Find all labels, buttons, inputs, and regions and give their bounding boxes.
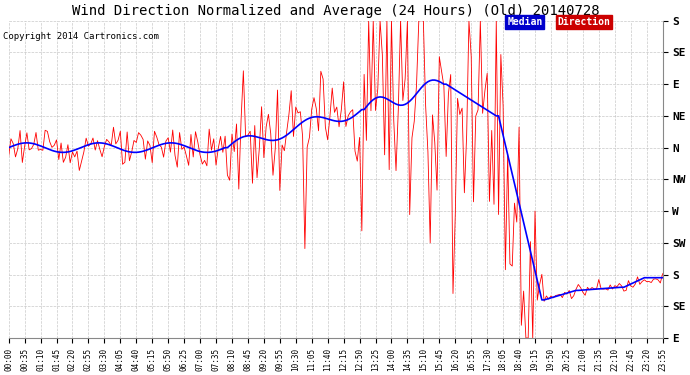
Text: Copyright 2014 Cartronics.com: Copyright 2014 Cartronics.com [3, 32, 159, 41]
Text: Direction: Direction [558, 17, 611, 27]
Text: Median: Median [507, 17, 542, 27]
Title: Wind Direction Normalized and Average (24 Hours) (Old) 20140728: Wind Direction Normalized and Average (2… [72, 4, 600, 18]
